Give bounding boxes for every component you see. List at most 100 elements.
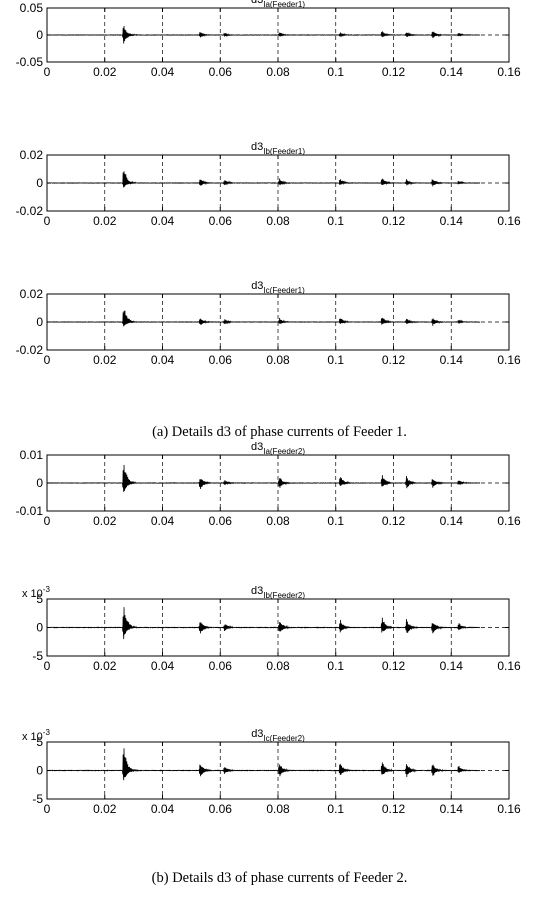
signal-trace (46, 310, 481, 327)
chart-panel-3: 0 0.02 0.04 0.06 0.08 0.1 0.12 0.14 0.16-0.0200.… (16, 280, 521, 367)
x-tick-label: 0.06 (209, 802, 233, 816)
x-tick-label: 0.02 (93, 514, 117, 528)
chart-title-main: d3 (251, 441, 263, 453)
x-tick-label: 0.06 (209, 214, 233, 228)
x-tick-label: 0.06 (209, 353, 233, 367)
chart-title-sub: Ic(Feeder1) (263, 286, 305, 295)
x-tick-label: 0.04 (151, 65, 175, 79)
x-tick-label: 0.12 (382, 514, 406, 528)
x-tick-label: 0.1 (327, 214, 344, 228)
x-tick-label: 0.08 (266, 65, 290, 79)
chart-panel-4: 0 0.02 0.04 0.06 0.08 0.1 0.12 0.14 0.16-0.0100.… (16, 441, 521, 528)
x-tick-label: 0.14 (440, 65, 464, 79)
x-tick-label: 0.08 (266, 802, 290, 816)
x-tick-label: 0.04 (151, 659, 175, 673)
x-tick-label: 0.08 (266, 514, 290, 528)
chart-title: d3Ib(Feeder1) (251, 141, 305, 156)
chart-panel-2: 0 0.02 0.04 0.06 0.08 0.1 0.12 0.14 0.16-0.0200.… (16, 141, 521, 228)
x-tick-label: 0.16 (497, 659, 521, 673)
chart-title: d3Ia(Feeder1) (251, 0, 305, 9)
x-tick-label: 0.08 (266, 659, 290, 673)
signal-trace (46, 464, 481, 492)
chart-title-main: d3 (251, 585, 263, 597)
x-tick-label: 0.1 (327, 353, 344, 367)
chart-title: d3Ib(Feeder2) (251, 585, 305, 600)
chart-panel-1: 0 0.02 0.04 0.06 0.08 0.1 0.12 0.14 0.16-0.0500.… (16, 0, 521, 79)
x-tick-label: 0 (44, 514, 51, 528)
figure-b-caption: (b) Details d3 of phase currents of Feed… (151, 870, 408, 886)
x-tick-label: 0.14 (440, 514, 464, 528)
chart-title-sub: Ic(Feeder2) (263, 734, 305, 743)
y-exponent-label: x 10-3 (22, 585, 50, 600)
x-tick-label: 0 (44, 65, 51, 79)
y-tick-label: 0.05 (20, 1, 44, 15)
x-tick-label: 0.06 (209, 65, 233, 79)
x-tick-label: 0.16 (497, 353, 521, 367)
chart-title-sub: Ia(Feeder2) (263, 447, 305, 456)
y-tick-label: 0.02 (20, 287, 44, 301)
chart-title: d3Ic(Feeder1) (251, 280, 305, 295)
x-tick-label: 0.02 (93, 65, 117, 79)
x-tick-label: 0.04 (151, 353, 175, 367)
y-tick-label: 0 (36, 176, 43, 190)
x-tick-label: 0.06 (209, 514, 233, 528)
y-tick-label: 0 (36, 621, 43, 635)
x-tick-label: 0.06 (209, 659, 233, 673)
y-tick-label: -0.02 (16, 204, 44, 218)
x-tick-label: 0.12 (382, 214, 406, 228)
chart-title-sub: Ia(Feeder1) (263, 0, 305, 9)
chart-title-main: d3 (251, 0, 263, 6)
x-tick-label: 0 (44, 353, 51, 367)
y-tick-label: 0 (36, 476, 43, 490)
figure-a-caption: (a) Details d3 of phase currents of Feed… (152, 424, 407, 440)
y-tick-label: -5 (32, 649, 43, 663)
signal-trace (46, 25, 481, 44)
y-exponent-label: x 10-3 (22, 728, 50, 743)
x-tick-label: 0.02 (93, 353, 117, 367)
x-tick-label: 0 (44, 214, 51, 228)
x-tick-label: 0.16 (497, 65, 521, 79)
x-tick-label: 0.08 (266, 214, 290, 228)
x-tick-label: 0.1 (327, 802, 344, 816)
signal-trace (46, 171, 481, 188)
x-tick-label: 0 (44, 659, 51, 673)
x-tick-label: 0.1 (327, 514, 344, 528)
chart-title-main: d3 (251, 280, 263, 292)
y-exponent-power: -3 (43, 585, 51, 594)
x-tick-label: 0.14 (440, 802, 464, 816)
x-tick-label: 0.04 (151, 214, 175, 228)
x-tick-label: 0.02 (93, 802, 117, 816)
y-tick-label: 0 (36, 315, 43, 329)
chart-title: d3Ic(Feeder2) (251, 728, 305, 743)
x-tick-label: 0.14 (440, 659, 464, 673)
x-tick-label: 0.1 (327, 659, 344, 673)
x-tick-label: 0.16 (497, 514, 521, 528)
y-tick-label: 0.02 (20, 148, 44, 162)
x-tick-label: 0.14 (440, 214, 464, 228)
y-tick-label: -0.02 (16, 343, 44, 357)
x-tick-label: 0.08 (266, 353, 290, 367)
y-tick-label: 0 (36, 764, 43, 778)
x-tick-label: 0.12 (382, 659, 406, 673)
x-tick-label: 0.16 (497, 802, 521, 816)
y-tick-label: 0.01 (20, 448, 44, 462)
chart-title-sub: Ib(Feeder1) (263, 147, 305, 156)
x-tick-label: 0.02 (93, 214, 117, 228)
chart-title-main: d3 (251, 141, 263, 153)
chart-title: d3Ia(Feeder2) (251, 441, 305, 456)
y-tick-label: -0.05 (16, 55, 44, 69)
x-tick-label: 0.12 (382, 65, 406, 79)
x-tick-label: 0.16 (497, 214, 521, 228)
chart-title-sub: Ib(Feeder2) (263, 591, 305, 600)
x-tick-label: 0.12 (382, 353, 406, 367)
chart-title-main: d3 (251, 728, 263, 740)
y-exponent-power: -3 (43, 728, 51, 737)
x-tick-label: 0.04 (151, 514, 175, 528)
x-tick-label: 0.14 (440, 353, 464, 367)
x-tick-label: 0 (44, 802, 51, 816)
y-tick-label: 0 (36, 28, 43, 42)
signal-trace (46, 748, 481, 781)
